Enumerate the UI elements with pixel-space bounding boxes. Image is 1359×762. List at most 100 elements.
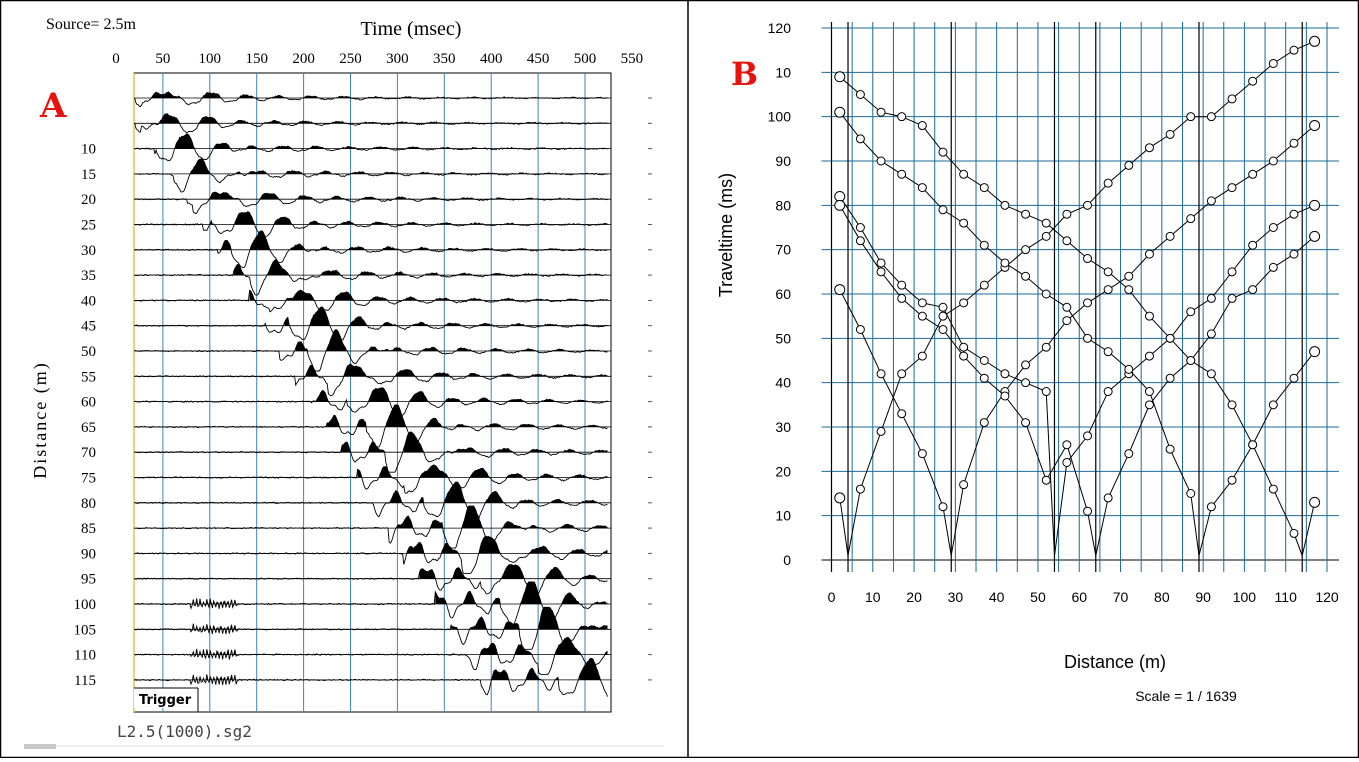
time-tick-label: 550 xyxy=(621,51,644,67)
traveltime-chart: B Traveltime (ms) Distance (m) Scale = 1… xyxy=(716,20,1339,704)
distance-tick-label: 95 xyxy=(81,572,96,588)
traveltime-point xyxy=(1041,231,1051,241)
distance-tick-label: 55 xyxy=(81,369,96,385)
time-tick-labels: 0 50 100 150 200 250 300 350 400 450 500 550 xyxy=(112,51,643,67)
traveltime-point xyxy=(876,156,886,166)
traveltime-point xyxy=(1186,307,1196,317)
traveltime-point xyxy=(1186,489,1196,498)
traveltime-point xyxy=(1268,262,1278,272)
distance-tick-label: 90 xyxy=(81,546,96,562)
trace-fill xyxy=(135,307,608,326)
traveltime-point xyxy=(979,373,989,383)
seismic-trace xyxy=(134,387,608,418)
traveltime-point xyxy=(917,351,927,361)
traveltime-point xyxy=(979,240,989,250)
traveltime-point xyxy=(897,112,907,122)
traveltime-point xyxy=(959,342,969,352)
traveltime-point xyxy=(1144,249,1154,259)
traveltime-point xyxy=(1309,496,1321,508)
traveltime-point xyxy=(1000,258,1010,268)
trace-fill xyxy=(134,113,608,124)
traveltime-point xyxy=(1062,302,1072,312)
traveltime-point xyxy=(938,205,948,215)
traveltime-point xyxy=(938,502,948,512)
traveltime-point xyxy=(1083,254,1093,264)
traveltime-tick-label: 60 xyxy=(775,286,791,302)
traveltime-point xyxy=(1206,369,1216,379)
seismic-trace xyxy=(134,363,608,397)
time-axis-title: Time (msec) xyxy=(361,18,462,40)
traveltime-point xyxy=(1206,293,1216,303)
traveltime-point xyxy=(1103,493,1113,503)
traveltime-point xyxy=(1289,528,1299,538)
traveltime-point xyxy=(1021,378,1031,388)
traveltime-point xyxy=(1144,311,1154,321)
scrollbar-thumb[interactable] xyxy=(24,744,56,749)
trace-fill xyxy=(134,637,608,655)
seismic-trace xyxy=(134,306,608,341)
distance-tick-label-b: 50 xyxy=(1030,589,1046,605)
traveltime-point xyxy=(959,480,969,490)
traveltime-point xyxy=(876,426,886,436)
traveltime-point xyxy=(1186,112,1196,122)
traveltime-point xyxy=(979,418,989,428)
traveltime-point xyxy=(1165,129,1175,139)
distance-tick-label: 70 xyxy=(81,445,96,461)
traveltime-point xyxy=(1289,138,1299,148)
traveltime-tick-label: 50 xyxy=(775,330,791,346)
traveltime-curve xyxy=(839,196,1315,556)
distance-tick-label: 100 xyxy=(74,597,97,613)
seismic-trace xyxy=(134,606,608,650)
trigger-box: Trigger xyxy=(134,687,199,712)
trace-fill xyxy=(134,582,608,604)
panel-a: A Source= 2.5m Time (msec) Distance (m) … xyxy=(24,16,664,749)
traveltime-tick-label: 30 xyxy=(775,419,791,435)
traveltime-point xyxy=(1248,76,1258,86)
traveltime-point xyxy=(1041,387,1051,397)
traveltime-point xyxy=(959,169,969,179)
trace-fill xyxy=(137,134,607,149)
traveltime-point xyxy=(1021,360,1031,370)
traveltime-point xyxy=(917,298,927,308)
traveltime-point xyxy=(1268,400,1278,410)
traveltime-point xyxy=(1248,440,1258,450)
traveltime-point xyxy=(938,311,948,321)
trace-fill xyxy=(135,465,608,478)
traveltime-point xyxy=(1206,196,1216,206)
traveltime-point xyxy=(1186,214,1196,224)
traveltime-point xyxy=(1144,387,1154,397)
traveltime-tick-label: 70 xyxy=(775,242,791,258)
seismic-trace xyxy=(134,259,608,296)
seismic-trace xyxy=(134,91,608,108)
traveltime-point xyxy=(855,324,865,334)
distance-tick-label: 25 xyxy=(81,218,96,234)
traveltime-point xyxy=(917,121,927,131)
trace-fill xyxy=(134,329,604,351)
seismic-trace xyxy=(134,211,608,237)
traveltime-tick-label: 90 xyxy=(775,153,791,169)
traveltime-point xyxy=(1309,35,1321,47)
distance-tick-label: 75 xyxy=(81,471,96,487)
panel-a-letter: A xyxy=(39,86,67,126)
traveltime-point xyxy=(1021,245,1031,255)
traveltime-point xyxy=(938,147,948,157)
time-tick-label: 150 xyxy=(245,51,268,67)
traveltime-point xyxy=(1083,431,1093,441)
trace-fill xyxy=(140,259,608,276)
distance-tick-label: 30 xyxy=(81,243,96,259)
time-tick-label: 500 xyxy=(574,51,597,67)
traveltime-tick-label: 100 xyxy=(768,109,792,125)
traveltime-point xyxy=(1248,240,1258,250)
traveltime-point xyxy=(1041,475,1051,485)
seismogram-gridlines xyxy=(133,72,652,713)
traveltime-point xyxy=(855,223,865,232)
traveltime-point xyxy=(1083,333,1093,343)
traveltime-point xyxy=(897,369,907,379)
traveltime-tick-labels: 0 10 20 30 40 50 60 70 80 90 100 10 120 xyxy=(768,20,792,568)
traveltime-point xyxy=(1165,231,1175,241)
distance-tick-label-b: 70 xyxy=(1113,589,1129,605)
traveltime-point xyxy=(876,107,886,117)
traveltime-point xyxy=(1103,347,1113,357)
time-tick-label: 50 xyxy=(155,51,170,67)
time-tick-label: 100 xyxy=(199,51,222,67)
